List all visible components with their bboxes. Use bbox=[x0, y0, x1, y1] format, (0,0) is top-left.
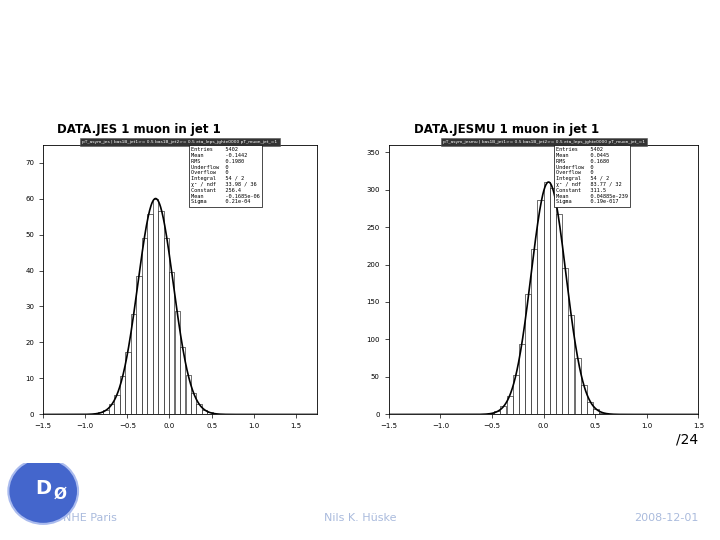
Text: Entries    5402
Mean       0.0445
RMS        0.1680
Underflow  0
Overflow   0
In: Entries 5402 Mean 0.0445 RMS 0.1680 Unde… bbox=[556, 147, 628, 205]
Bar bbox=[587, 402, 593, 415]
Bar bbox=[120, 376, 125, 415]
Text: D: D bbox=[35, 480, 51, 498]
Bar bbox=[202, 410, 207, 415]
Text: Ø: Ø bbox=[54, 487, 67, 502]
Text: LPNHE Paris: LPNHE Paris bbox=[50, 512, 117, 523]
Bar bbox=[537, 200, 544, 415]
Bar bbox=[599, 413, 606, 415]
Bar bbox=[114, 395, 120, 415]
Title: pT_asym_jes | bas1B_jet1>= 0.5 bas1B_jet2>= 0.5 eta_leps_jghte0000 pT_muon_jet_=: pT_asym_jes | bas1B_jet1>= 0.5 bas1B_jet… bbox=[82, 140, 278, 144]
Text: Entries    5402
Mean       -0.1442
RMS        0.1980
Underflow  0
Overflow   0
I: Entries 5402 Mean -0.1442 RMS 0.1980 Und… bbox=[191, 147, 260, 205]
Bar bbox=[158, 211, 163, 415]
Bar bbox=[562, 268, 568, 415]
Bar bbox=[191, 394, 197, 415]
Bar bbox=[593, 409, 599, 415]
Text: p.T asymmetry: p.T asymmetry bbox=[464, 30, 698, 58]
Bar bbox=[531, 249, 537, 415]
Bar bbox=[506, 396, 513, 415]
Bar bbox=[92, 414, 98, 415]
Bar bbox=[581, 386, 587, 415]
Text: DATA.JES 1 muon in jet 1: DATA.JES 1 muon in jet 1 bbox=[57, 123, 221, 136]
Bar bbox=[513, 375, 519, 415]
Bar bbox=[174, 311, 180, 415]
Bar bbox=[606, 414, 612, 415]
Circle shape bbox=[9, 458, 78, 524]
Bar bbox=[109, 404, 114, 415]
Bar bbox=[186, 375, 191, 415]
Text: Nils K. Hüske: Nils K. Hüske bbox=[324, 512, 396, 523]
Bar bbox=[163, 238, 169, 415]
Bar bbox=[207, 413, 213, 415]
Bar bbox=[556, 214, 562, 415]
Bar bbox=[131, 314, 136, 415]
Bar bbox=[519, 343, 525, 415]
Text: 2008-12-01: 2008-12-01 bbox=[634, 512, 698, 523]
Bar bbox=[147, 213, 153, 415]
Bar bbox=[494, 411, 500, 415]
Bar bbox=[125, 352, 131, 415]
Bar bbox=[525, 294, 531, 415]
Bar bbox=[568, 315, 575, 415]
Bar bbox=[142, 239, 147, 415]
Bar bbox=[169, 273, 174, 415]
Bar bbox=[197, 404, 202, 415]
Text: DATA.JESMU 1 muon in jet 1: DATA.JESMU 1 muon in jet 1 bbox=[414, 123, 599, 136]
Bar bbox=[488, 414, 494, 415]
Bar bbox=[98, 413, 104, 415]
Bar bbox=[500, 406, 506, 415]
Text: /24: /24 bbox=[676, 433, 698, 447]
Bar bbox=[136, 275, 142, 415]
Bar bbox=[213, 414, 218, 415]
Bar bbox=[180, 348, 186, 415]
Bar bbox=[550, 187, 556, 415]
Bar bbox=[104, 410, 109, 415]
Bar bbox=[153, 199, 158, 415]
Title: pT_asym_jesmu | bas1B_jet1>= 0.5 bas1B_jet2>= 0.5 eta_leps_jghte0000 pT_muon_jet: pT_asym_jesmu | bas1B_jet1>= 0.5 bas1B_j… bbox=[443, 140, 644, 144]
Bar bbox=[575, 358, 581, 415]
Bar bbox=[544, 182, 550, 415]
